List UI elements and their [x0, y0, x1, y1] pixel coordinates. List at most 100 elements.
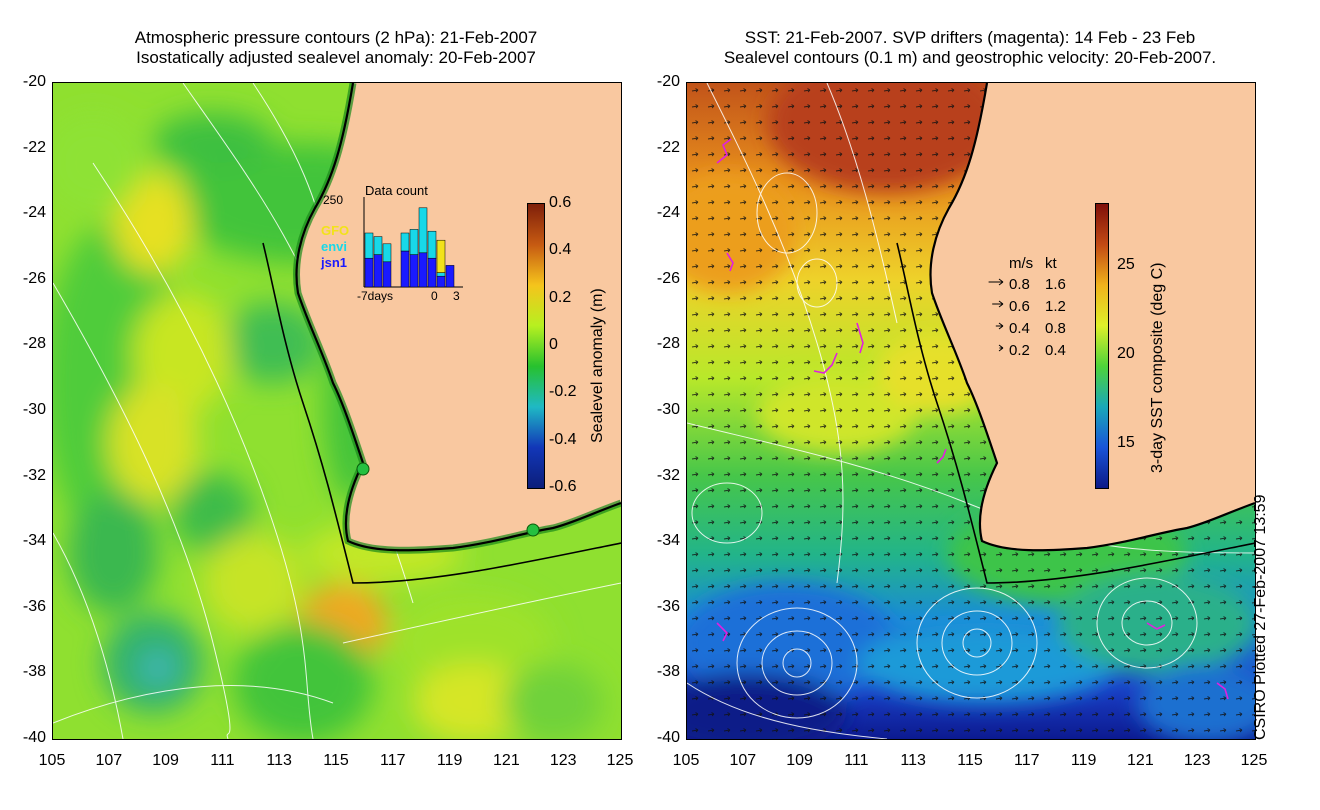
- velocity-ms-value: 0.8: [1009, 276, 1030, 293]
- data-count-legend: GFO envi jsn1: [321, 223, 349, 271]
- x-tick-label: 115: [323, 752, 349, 769]
- colorbar-tick-label: -0.2: [549, 383, 577, 401]
- data-count-bar-jsn1: [373, 254, 383, 288]
- colorbar-tick-label: 20: [1117, 344, 1135, 362]
- y-tick-label: -40: [22, 729, 46, 746]
- x-tick-label: 115: [957, 752, 983, 769]
- sst-map[interactable]: m/s kt 0.8 1.6 0.6 1.2 0.4 0.8 0.2 0.4 25 20 15 3…: [686, 82, 1256, 740]
- velocity-kt-value: 1.2: [1045, 298, 1066, 315]
- x-tick-label: 107: [95, 752, 123, 769]
- data-count-bar-envi: [436, 272, 446, 277]
- data-count-legend-envi: envi: [321, 239, 348, 254]
- data-count-bar-envi: [400, 232, 410, 252]
- velocity-header-kt: kt: [1045, 255, 1057, 272]
- velocity-arrow-icon: [983, 274, 1009, 296]
- shelf-isobath-right: [896, 242, 1255, 584]
- right-title: SST: 21-Feb-2007. SVP drifters (magenta)…: [686, 28, 1254, 68]
- x-tick-label: 107: [729, 752, 757, 769]
- sst-colorbar: 25 20 15 3-day SST composite (deg C): [1095, 203, 1245, 493]
- y-tick-label: -20: [656, 73, 680, 90]
- data-count-bar-envi: [373, 236, 383, 255]
- data-count-bar-jsn1: [364, 257, 374, 288]
- colorbar-tick-label: 25: [1117, 256, 1135, 274]
- y-tick-label: -28: [22, 335, 46, 353]
- x-tick-label: 119: [436, 752, 463, 769]
- velocity-ms-value: 0.4: [1009, 320, 1030, 337]
- colorbar-tick-label: 0: [549, 336, 558, 353]
- colorbar-tick-label: 0.2: [549, 288, 572, 306]
- data-count-bar-envi: [382, 243, 392, 263]
- mooring-marker-west[interactable]: [356, 462, 370, 476]
- y-tick-label: -28: [656, 335, 680, 353]
- velocity-ms-value: 0.6: [1009, 298, 1030, 315]
- data-count-bar-jsn1: [400, 250, 410, 288]
- x-tick-label: 125: [1240, 752, 1268, 769]
- velocity-legend-rows: 0.8 1.6 0.6 1.2 0.4 0.8 0.2 0.4: [983, 274, 1093, 362]
- data-count-ymax: 250: [323, 193, 344, 207]
- data-count-bar-gfo: [436, 239, 446, 273]
- data-count-chart: [363, 197, 463, 288]
- left-title-line1: Atmospheric pressure contours (2 hPa): 2…: [134, 28, 538, 47]
- y-tick-label: -30: [22, 401, 46, 418]
- y-tick-label: -40: [656, 729, 680, 746]
- right-title-line1: SST: 21-Feb-2007. SVP drifters (magenta)…: [744, 28, 1196, 47]
- y-tick-label: -34: [22, 532, 46, 550]
- shelf-isobath: [262, 242, 621, 584]
- svp-drifter-tracks: [716, 138, 1229, 700]
- data-count-bar-envi: [364, 232, 374, 259]
- colorbar-tick-label: 0.4: [549, 241, 572, 259]
- y-tick-label: -36: [656, 597, 680, 615]
- x-tick-label: 117: [380, 752, 406, 769]
- y-tick-label: -20: [22, 73, 46, 90]
- velocity-arrow-icon: [983, 340, 1009, 362]
- velocity-legend-row: 0.4 0.8: [983, 318, 1093, 340]
- colorbar-tick-label: 15: [1117, 433, 1135, 451]
- data-count-x-end: 3: [453, 289, 460, 303]
- sealevel-anomaly-map[interactable]: Data count 250 GFO envi jsn1 -7days 0 3 0.…: [52, 82, 622, 740]
- y-tick-label: -32: [22, 466, 46, 484]
- sealevel-colorbar-gradient: [527, 203, 545, 489]
- y-tick-label: -26: [22, 269, 46, 287]
- x-tick-label: 121: [1127, 752, 1154, 769]
- data-count-bar-envi: [427, 230, 437, 259]
- x-tick-label: 121: [493, 752, 520, 769]
- data-count-bar-envi: [409, 229, 419, 255]
- australia-land-right: [930, 83, 1255, 551]
- data-count-x-start: -7days: [357, 289, 394, 303]
- x-tick-label: 125: [606, 752, 634, 769]
- plotted-footer: CSIRO Plotted 27-Feb-2007 13:59: [1252, 494, 1269, 740]
- sealevel-colorbar: 0.6 0.4 0.2 0 -0.2 -0.4 -0.6 Sealevel anomaly …: [527, 194, 617, 495]
- velocity-ms-value: 0.2: [1009, 342, 1030, 359]
- y-tick-label: -26: [656, 269, 680, 287]
- velocity-kt-value: 0.8: [1045, 320, 1066, 337]
- velocity-legend-row: 0.2 0.4: [983, 340, 1093, 362]
- y-tick-label: -24: [22, 204, 46, 222]
- data-count-legend-gfo: GFO: [321, 223, 350, 238]
- velocity-kt-value: 0.4: [1045, 342, 1066, 359]
- sst-map-svg: [687, 83, 1255, 739]
- mooring-marker-south[interactable]: [526, 523, 540, 537]
- velocity-arrow-icon: [983, 296, 1009, 318]
- velocity-legend-row: 0.8 1.6: [983, 274, 1093, 296]
- velocity-kt-value: 1.6: [1045, 276, 1066, 293]
- velocity-legend-row: 0.6 1.2: [983, 296, 1093, 318]
- data-count-title: Data count: [365, 183, 428, 198]
- x-tick-label: 123: [1183, 752, 1211, 769]
- velocity-arrow-icon: [983, 318, 1009, 340]
- x-tick-label: 113: [900, 752, 926, 769]
- colorbar-tick-label: -0.4: [549, 430, 577, 448]
- sst-colorbar-label: 3-day SST composite (deg C): [1149, 262, 1166, 473]
- colorbar-tick-label: -0.6: [549, 478, 577, 495]
- x-tick-label: 113: [266, 752, 292, 769]
- x-tick-label: 119: [1070, 752, 1097, 769]
- data-count-bar-jsn1: [418, 252, 428, 288]
- y-tick-label: -36: [22, 597, 46, 615]
- x-tick-label: 123: [549, 752, 577, 769]
- colorbar-tick-label: 0.6: [549, 194, 572, 211]
- x-tick-label: 111: [844, 752, 869, 769]
- y-tick-label: -38: [22, 663, 46, 681]
- sealevel-colorbar-label: Sealevel anomaly (m): [589, 288, 606, 443]
- y-tick-label: -34: [656, 532, 680, 550]
- data-count-bar-jsn1: [382, 261, 392, 288]
- x-tick-label: 105: [38, 752, 66, 769]
